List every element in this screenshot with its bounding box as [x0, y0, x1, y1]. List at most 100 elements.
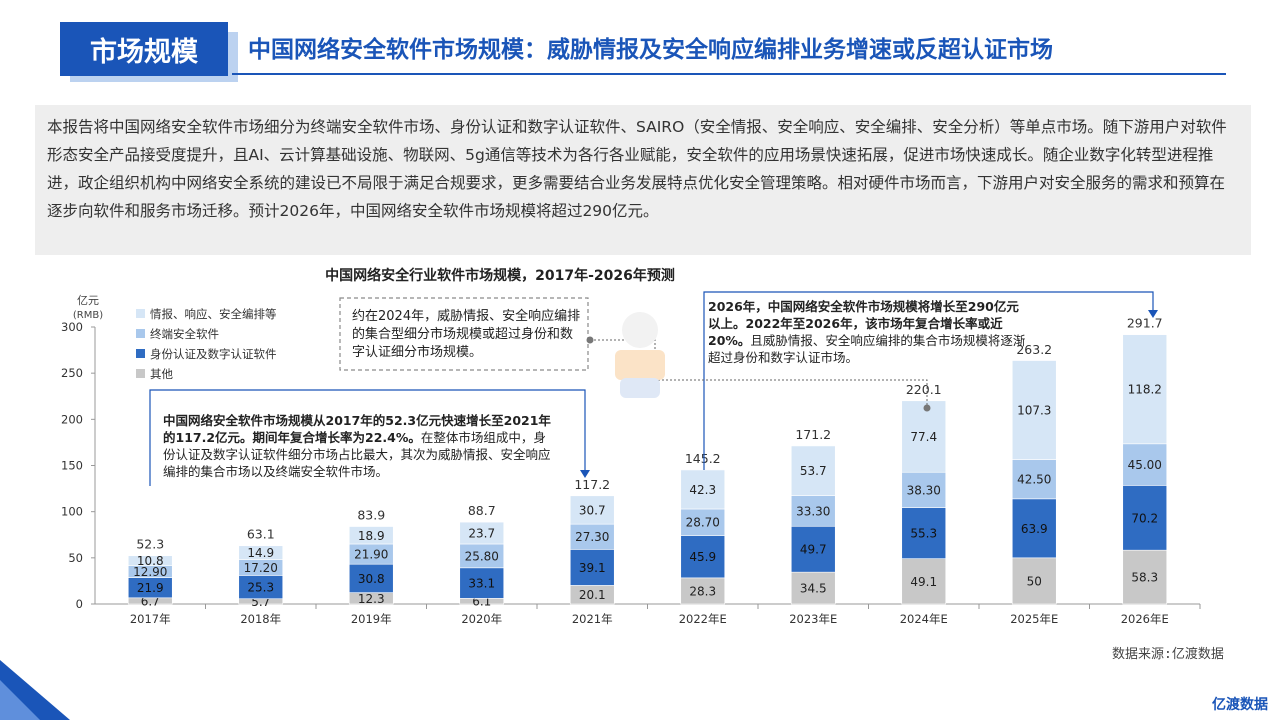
- bar-segment: [680, 535, 726, 579]
- data-label: 107.3: [1017, 404, 1051, 418]
- x-tick-label: 2024年E: [900, 612, 948, 626]
- bar-segment: [569, 523, 615, 550]
- data-label: 12.3: [358, 592, 385, 606]
- callout-left-bold: 中国网络安全软件市场规模从2017年的52.3亿元快速增长至2021年的117.…: [163, 413, 551, 445]
- x-tick-label: 2025年E: [1010, 612, 1058, 626]
- x-tick-label: 2017年: [130, 612, 171, 626]
- bar-segment: [1122, 485, 1168, 551]
- total-label: 63.1: [247, 527, 275, 542]
- bar-segment: [127, 555, 173, 566]
- x-tick-label: 2026年E: [1121, 612, 1169, 626]
- bar-segment: [569, 549, 615, 586]
- bar-segment: [790, 525, 836, 573]
- callout-left: 中国网络安全软件市场规模从2017年的52.3亿元快速增长至2021年的117.…: [163, 412, 555, 480]
- data-label: 45.9: [689, 550, 716, 564]
- data-label: 14.9: [247, 546, 274, 560]
- data-label: 39.1: [579, 561, 606, 575]
- legend-label: 身份认证及数字认证软件: [150, 347, 277, 361]
- x-tick-label: 2018年: [240, 612, 281, 626]
- bar-segment: [901, 471, 947, 508]
- data-label: 21.90: [354, 548, 388, 562]
- bar-segment: [1122, 549, 1168, 605]
- data-label: 118.2: [1128, 383, 1162, 397]
- data-label: 20.1: [579, 588, 606, 602]
- legend-label: 其他: [150, 367, 173, 381]
- total-label: 291.7: [1127, 316, 1163, 331]
- page-title: 中国网络安全软件市场规模：威胁情报及安全响应编排业务增速或反超认证市场: [248, 37, 1053, 63]
- bar-segment: [569, 495, 615, 525]
- x-tick-label: 2020年: [461, 612, 502, 626]
- data-label: 34.5: [800, 582, 827, 596]
- data-label: 30.7: [579, 503, 606, 517]
- data-label: 45.00: [1128, 458, 1162, 472]
- callout-left-normal: 在整体市场组成中，身份认证及数字认证软件细分市场占比最大，其次为威胁情报、安全响…: [163, 430, 551, 479]
- y-tick-label: 0: [76, 597, 83, 611]
- bar-segment: [790, 571, 836, 605]
- connector-dot: [923, 404, 931, 412]
- y-axis-label: 亿元: [77, 294, 99, 307]
- callout-right-bold: 2026年，中国网络安全软件市场规模将增长至290亿元以上。2022年至2026…: [708, 299, 1019, 348]
- bar-segment: [1011, 557, 1057, 605]
- data-label: 42.50: [1017, 473, 1051, 487]
- x-tick-label: 2023年E: [789, 612, 837, 626]
- bar-segment: [459, 567, 505, 599]
- chart-title: 中国网络安全行业软件市场规模，2017年-2026年预测: [325, 268, 675, 284]
- legend-swatch: [136, 369, 145, 378]
- y-tick-label: 100: [61, 505, 83, 519]
- data-label: 25.80: [465, 549, 499, 563]
- data-label: 50: [1027, 574, 1042, 588]
- total-label: 88.7: [468, 503, 496, 518]
- bar-segment: [459, 521, 505, 545]
- decor-figure-body: [615, 350, 665, 380]
- data-source: 数据来源:亿渡数据: [1112, 647, 1224, 662]
- title-divider: [232, 73, 1226, 75]
- intro-paragraph: 本报告将中国网络安全软件市场细分为终端安全软件市场、身份认证和数字认证软件、SA…: [35, 105, 1251, 255]
- x-tick-label: 2019年: [351, 612, 392, 626]
- data-label: 25.3: [247, 581, 274, 595]
- total-label: 117.2: [574, 477, 610, 492]
- legend-swatch: [136, 309, 145, 318]
- bar-segment: [1122, 334, 1168, 445]
- section-tag: 市场规模: [60, 22, 228, 76]
- decor-figure-legs: [620, 378, 660, 398]
- y-tick-label: 250: [61, 366, 83, 380]
- data-label: 49.1: [910, 575, 937, 589]
- data-label: 18.9: [358, 529, 385, 543]
- bar-segment: [901, 400, 947, 473]
- data-label: 55.3: [910, 527, 937, 541]
- callout-mid-text: 约在2024年，威胁情报、安全响应编排的集合型细分市场规模或超过身份和数字认证细…: [352, 309, 581, 360]
- y-tick-label: 50: [68, 551, 83, 565]
- bar-segment: [1011, 498, 1057, 559]
- callout-left-connector: [149, 389, 586, 486]
- data-label: 38.30: [907, 483, 941, 497]
- legend-swatch: [136, 329, 145, 338]
- y-tick-label: 200: [61, 412, 83, 426]
- total-label: 83.9: [357, 508, 385, 523]
- legend-label: 终端安全软件: [150, 327, 219, 341]
- bar-segment: [790, 445, 836, 496]
- total-label: 145.2: [685, 451, 721, 466]
- data-label: 27.30: [575, 530, 609, 544]
- data-label: 53.7: [800, 464, 827, 478]
- data-label: 30.8: [358, 572, 385, 586]
- data-label: 49.7: [800, 543, 827, 557]
- callout-right-connector: [703, 291, 1154, 470]
- data-label: 70.2: [1131, 511, 1158, 525]
- bar-segment: [1011, 360, 1057, 460]
- data-label: 58.3: [1131, 571, 1158, 585]
- total-label: 220.1: [906, 382, 942, 397]
- total-label: 52.3: [136, 537, 164, 552]
- bar-segment: [348, 563, 394, 593]
- data-label: 28.70: [686, 516, 720, 530]
- bar-segment: [680, 469, 726, 510]
- data-label: 23.7: [468, 527, 495, 541]
- callout-right: 2026年，中国网络安全软件市场规模将增长至290亿元以上。2022年至2026…: [708, 298, 1028, 366]
- bar-segment: [680, 577, 726, 605]
- data-label: 10.8: [137, 554, 164, 568]
- callout-right-arrow: [1148, 310, 1158, 318]
- data-label: 12.90: [133, 565, 167, 579]
- total-label: 171.2: [795, 427, 831, 442]
- x-tick-label: 2021年: [572, 612, 613, 626]
